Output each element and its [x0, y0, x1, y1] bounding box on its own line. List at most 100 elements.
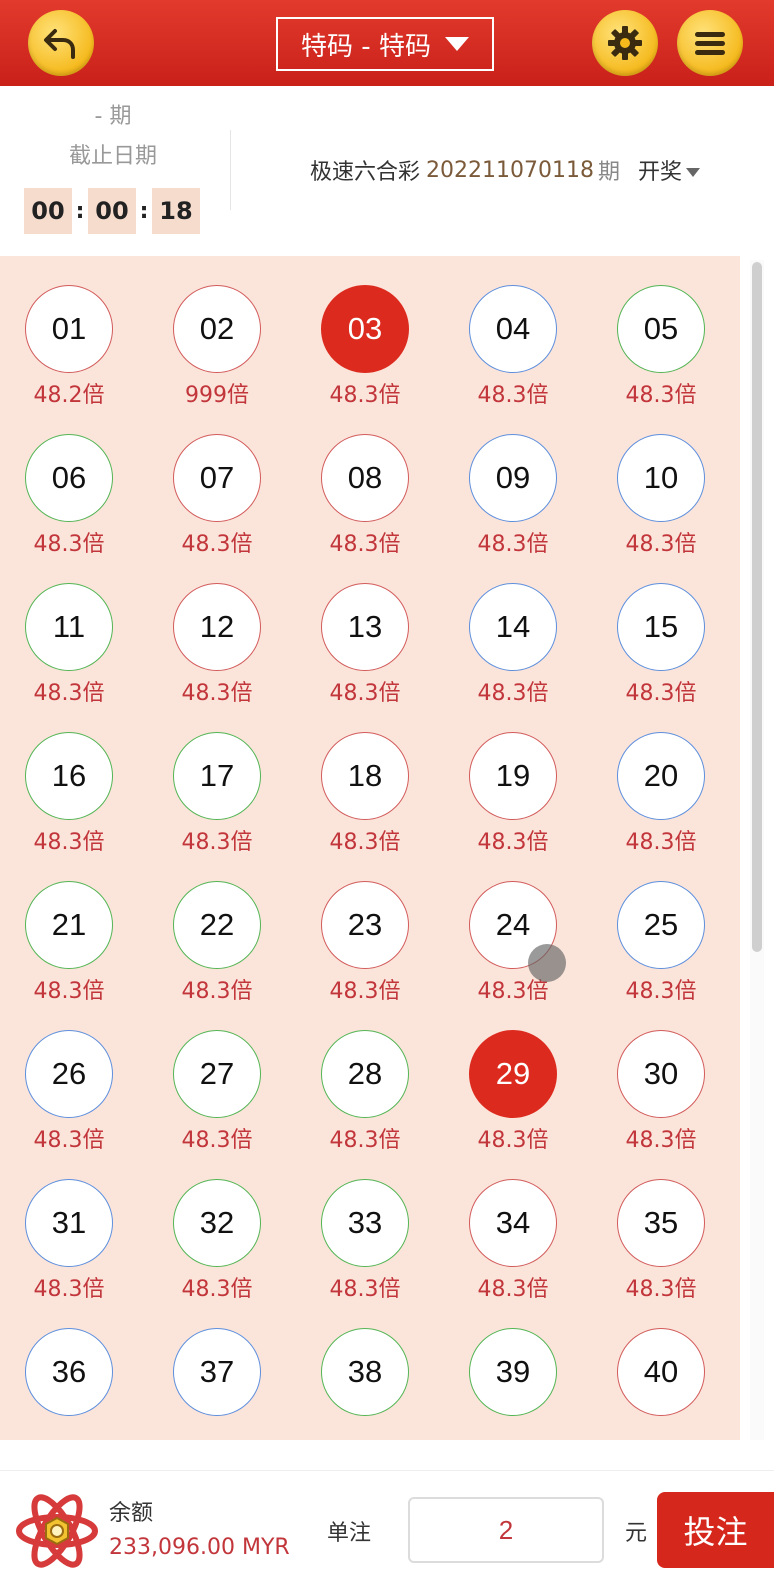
number-ball-cell[interactable]: 09 48.3倍	[458, 434, 568, 564]
number-ball-cell[interactable]: 11 48.3倍	[14, 583, 124, 713]
stake-amount-input[interactable]	[408, 1497, 604, 1563]
number-ball-cell[interactable]: 26 48.3倍	[14, 1030, 124, 1160]
number-ball-cell[interactable]: 37	[162, 1328, 272, 1440]
place-bet-button[interactable]: 投注	[657, 1492, 774, 1568]
number-ball[interactable]: 37	[173, 1328, 261, 1416]
number-ball[interactable]: 28	[321, 1030, 409, 1118]
number-ball[interactable]: 05	[617, 285, 705, 373]
number-ball[interactable]: 06	[25, 434, 113, 522]
number-ball[interactable]: 27	[173, 1030, 261, 1118]
number-ball[interactable]: 30	[617, 1030, 705, 1118]
number-ball[interactable]: 15	[617, 583, 705, 671]
number-ball[interactable]: 14	[469, 583, 557, 671]
number-ball[interactable]: 18	[321, 732, 409, 820]
number-ball-cell[interactable]: 16 48.3倍	[14, 732, 124, 862]
number-ball[interactable]: 36	[25, 1328, 113, 1416]
number-ball-cell[interactable]: 19 48.3倍	[458, 732, 568, 862]
number-ball-cell[interactable]: 25 48.3倍	[606, 881, 716, 1011]
number-ball[interactable]: 25	[617, 881, 705, 969]
scrollbar[interactable]	[750, 260, 764, 1440]
number-ball-cell[interactable]: 02 999倍	[162, 285, 272, 415]
back-button[interactable]	[28, 10, 94, 76]
number-ball-cell[interactable]: 01 48.2倍	[14, 285, 124, 415]
number-ball-cell[interactable]: 07 48.3倍	[162, 434, 272, 564]
game-type-dropdown[interactable]: 特码 - 特码	[276, 17, 494, 71]
number-ball-cell[interactable]: 35 48.3倍	[606, 1179, 716, 1309]
number-ball-cell[interactable]: 06 48.3倍	[14, 434, 124, 564]
number-ball-cell[interactable]: 38	[310, 1328, 420, 1440]
number-ball-cell[interactable]: 12 48.3倍	[162, 583, 272, 713]
number-ball[interactable]: 39	[469, 1328, 557, 1416]
balance-label: 余额	[109, 1501, 154, 1526]
number-ball-cell[interactable]: 08 48.3倍	[310, 434, 420, 564]
number-ball[interactable]: 17	[173, 732, 261, 820]
number-ball[interactable]: 09	[469, 434, 557, 522]
menu-button[interactable]	[677, 10, 743, 76]
odds-label: 48.3倍	[329, 383, 401, 408]
number-ball-cell[interactable]: 14 48.3倍	[458, 583, 568, 713]
number-ball[interactable]: 04	[469, 285, 557, 373]
number-ball[interactable]: 07	[173, 434, 261, 522]
number-ball-cell[interactable]: 31 48.3倍	[14, 1179, 124, 1309]
cutoff-label: 截止日期	[68, 144, 157, 169]
settings-button[interactable]	[592, 10, 658, 76]
number-ball[interactable]: 11	[25, 583, 113, 671]
number-ball[interactable]: 31	[25, 1179, 113, 1267]
number-ball[interactable]: 08	[321, 434, 409, 522]
number-ball[interactable]: 03	[321, 285, 409, 373]
number-ball[interactable]: 21	[25, 881, 113, 969]
number-ball-cell[interactable]: 24 48.3倍	[458, 881, 568, 1011]
number-ball-cell[interactable]: 33 48.3倍	[310, 1179, 420, 1309]
odds-label: 48.3倍	[181, 681, 253, 706]
number-ball-cell[interactable]: 30 48.3倍	[606, 1030, 716, 1160]
number-ball-cell[interactable]: 15 48.3倍	[606, 583, 716, 713]
scrollbar-thumb[interactable]	[752, 262, 762, 952]
number-ball[interactable]: 19	[469, 732, 557, 820]
odds-label: 48.3倍	[329, 830, 401, 855]
number-ball-cell[interactable]: 22 48.3倍	[162, 881, 272, 1011]
number-ball-cell[interactable]: 23 48.3倍	[310, 881, 420, 1011]
number-ball[interactable]: 16	[25, 732, 113, 820]
number-ball[interactable]: 29	[469, 1030, 557, 1118]
number-ball-cell[interactable]: 20 48.3倍	[606, 732, 716, 862]
number-ball[interactable]: 12	[173, 583, 261, 671]
odds-label: 48.3倍	[625, 830, 697, 855]
odds-label: 48.3倍	[625, 1277, 697, 1302]
number-ball-cell[interactable]: 39	[458, 1328, 568, 1440]
draw-results-toggle[interactable]: 开奖	[638, 154, 701, 186]
number-ball-cell[interactable]: 17 48.3倍	[162, 732, 272, 862]
menu-icon	[695, 32, 725, 55]
number-ball-cell[interactable]: 04 48.3倍	[458, 285, 568, 415]
number-ball[interactable]: 01	[25, 285, 113, 373]
number-ball[interactable]: 02	[173, 285, 261, 373]
number-ball[interactable]: 22	[173, 881, 261, 969]
number-ball[interactable]: 40	[617, 1328, 705, 1416]
touch-indicator	[528, 944, 566, 982]
number-ball-cell[interactable]: 36	[14, 1328, 124, 1440]
number-ball[interactable]: 34	[469, 1179, 557, 1267]
number-ball-cell[interactable]: 34 48.3倍	[458, 1179, 568, 1309]
number-ball-cell[interactable]: 21 48.3倍	[14, 881, 124, 1011]
number-ball[interactable]: 32	[173, 1179, 261, 1267]
number-ball-cell[interactable]: 10 48.3倍	[606, 434, 716, 564]
number-ball-cell[interactable]: 29 48.3倍	[458, 1030, 568, 1160]
number-ball-cell[interactable]: 28 48.3倍	[310, 1030, 420, 1160]
number-ball[interactable]: 20	[617, 732, 705, 820]
number-ball[interactable]: 38	[321, 1328, 409, 1416]
number-ball-cell[interactable]: 32 48.3倍	[162, 1179, 272, 1309]
odds-label: 48.3倍	[625, 383, 697, 408]
number-ball[interactable]: 26	[25, 1030, 113, 1118]
odds-label: 48.3倍	[625, 979, 697, 1004]
number-ball[interactable]: 35	[617, 1179, 705, 1267]
number-ball-cell[interactable]: 40	[606, 1328, 716, 1440]
number-ball-cell[interactable]: 13 48.3倍	[310, 583, 420, 713]
number-ball[interactable]: 13	[321, 583, 409, 671]
number-ball-cell[interactable]: 03 48.3倍	[310, 285, 420, 415]
number-ball-cell[interactable]: 18 48.3倍	[310, 732, 420, 862]
number-ball[interactable]: 33	[321, 1179, 409, 1267]
number-ball-cell[interactable]: 05 48.3倍	[606, 285, 716, 415]
chevron-down-icon	[444, 37, 469, 51]
number-ball[interactable]: 10	[617, 434, 705, 522]
number-ball[interactable]: 23	[321, 881, 409, 969]
number-ball-cell[interactable]: 27 48.3倍	[162, 1030, 272, 1160]
